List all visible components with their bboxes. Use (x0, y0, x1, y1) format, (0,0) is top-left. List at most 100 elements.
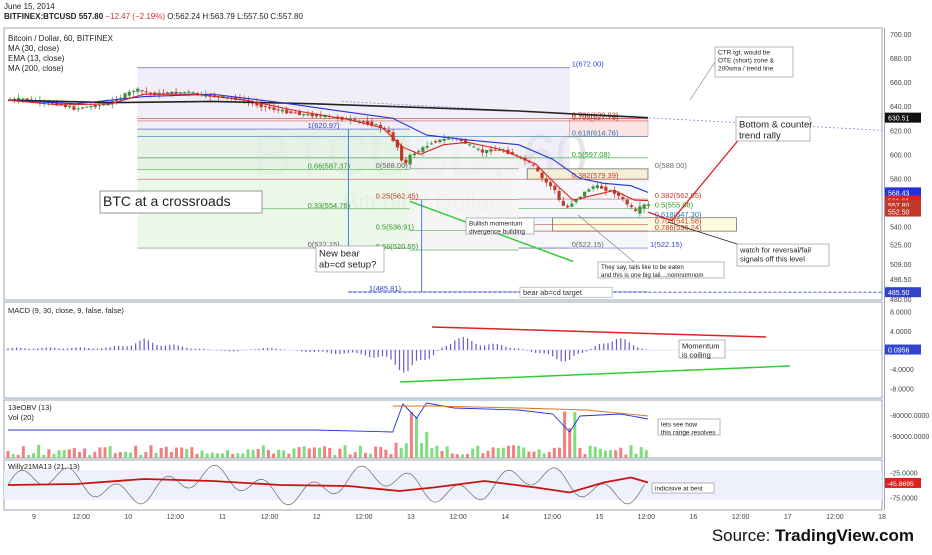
macd-bar (12, 348, 13, 350)
macd-bar (71, 348, 72, 350)
time-tick: 12:00 (167, 514, 185, 521)
macd-bar (318, 350, 319, 352)
candle-body (136, 89, 139, 92)
macd-bar (335, 350, 336, 354)
header-change: −12.47 (−2.19%) (105, 12, 165, 21)
macd-bar (616, 339, 617, 350)
tails-note-text: and this is one big tail....nomnomnom (601, 272, 704, 279)
macd-bar (590, 349, 591, 350)
header-ohlc: O:562.24 H:563.79 L:557.50 C:557.80 (167, 12, 303, 21)
time-tick: 12:00 (543, 514, 561, 521)
macd-bar (161, 346, 162, 350)
candle-body (272, 107, 275, 109)
volume-bar (466, 454, 469, 458)
price-tick: 620.00 (890, 128, 912, 135)
legend-ma200: MA (200, close) (8, 64, 64, 73)
macd-bar (348, 350, 349, 353)
candle-body (421, 147, 424, 151)
macd-bar (229, 350, 230, 351)
price-tick: 680.00 (890, 56, 912, 63)
volume-bar (170, 452, 173, 458)
new-bear-note-text: ab=cd setup? (319, 260, 376, 271)
time-tick: 12:00 (355, 514, 373, 521)
volume-bar (338, 449, 341, 458)
volume-bar (12, 454, 15, 458)
volume-bar (47, 449, 50, 458)
fib2-1-485-label: 1(485.81) (369, 284, 402, 293)
volume-bar (190, 447, 193, 458)
volume-bar (471, 449, 474, 458)
volume-bar (17, 455, 20, 458)
candle-body (68, 106, 71, 107)
volume-bar (517, 446, 520, 458)
candle-body (532, 164, 535, 165)
macd-bar (395, 350, 396, 365)
volume-bar (441, 451, 444, 458)
volume-bar (262, 445, 265, 458)
macd-bar (403, 350, 404, 373)
macd-tick: 8.0000 (890, 310, 912, 317)
macd-bar (122, 346, 123, 350)
macd-bar (327, 350, 328, 352)
macd-bar (135, 343, 136, 350)
candle-body (600, 186, 603, 189)
volume-bar (206, 454, 209, 458)
macd-bar (139, 340, 140, 350)
volume-bar (185, 449, 188, 458)
macd-bar (624, 339, 625, 350)
volume-bar (543, 453, 546, 458)
volume-bar (32, 453, 35, 458)
macd-bar (607, 343, 608, 350)
candle-body (174, 92, 177, 94)
macd-bar (582, 350, 583, 353)
macd-bar (263, 348, 264, 350)
macd-bar (58, 348, 59, 350)
volume-bar (532, 452, 535, 458)
volume-bar (538, 449, 541, 458)
candle-body (545, 179, 548, 183)
candle-body (553, 186, 556, 190)
candle-body (638, 206, 641, 213)
volume-bar (415, 417, 418, 458)
macd-bar (467, 338, 468, 350)
volume-bar (599, 449, 602, 458)
volume-bar (461, 454, 464, 458)
fib-0-522b-label: 0(522.15) (572, 240, 605, 249)
price-tick: 660.00 (890, 80, 912, 87)
macd-bar (527, 350, 528, 351)
macd-bar (101, 348, 102, 350)
macd-bar (199, 349, 200, 350)
volume-bar (68, 449, 71, 458)
volume-bar (221, 453, 224, 458)
macd-bar (322, 350, 323, 352)
candle-body (447, 139, 450, 140)
ctr-note-text: 200sma / trend line (718, 66, 774, 73)
candle-body (549, 182, 552, 186)
candle-body (604, 187, 607, 191)
volume-bar (497, 448, 500, 458)
header-last: 557.80 (79, 12, 103, 21)
macd-bar (33, 349, 34, 350)
volume-bar (277, 450, 280, 458)
volume-bar (124, 452, 127, 458)
candle-body (630, 205, 633, 207)
volume-bar (645, 450, 648, 458)
macd-bar (237, 350, 238, 351)
volume-bar (287, 454, 290, 458)
bear-target-label: bear ab=cd target (523, 288, 583, 297)
candle-body (562, 201, 565, 206)
macd-bar (344, 350, 345, 354)
candle-body (434, 141, 437, 142)
volume-bar (333, 455, 336, 458)
volume-bar (435, 446, 438, 458)
macd-bar (16, 348, 17, 350)
bullish-note-text: divergence building (469, 229, 525, 236)
macd-bar (29, 349, 30, 350)
candle-body (179, 92, 182, 93)
macd-bar (454, 340, 455, 350)
candle-body (115, 100, 118, 101)
volume-bar (58, 450, 61, 458)
candle-body (583, 192, 586, 197)
volume-bar (272, 454, 275, 458)
candle-body (387, 130, 390, 132)
